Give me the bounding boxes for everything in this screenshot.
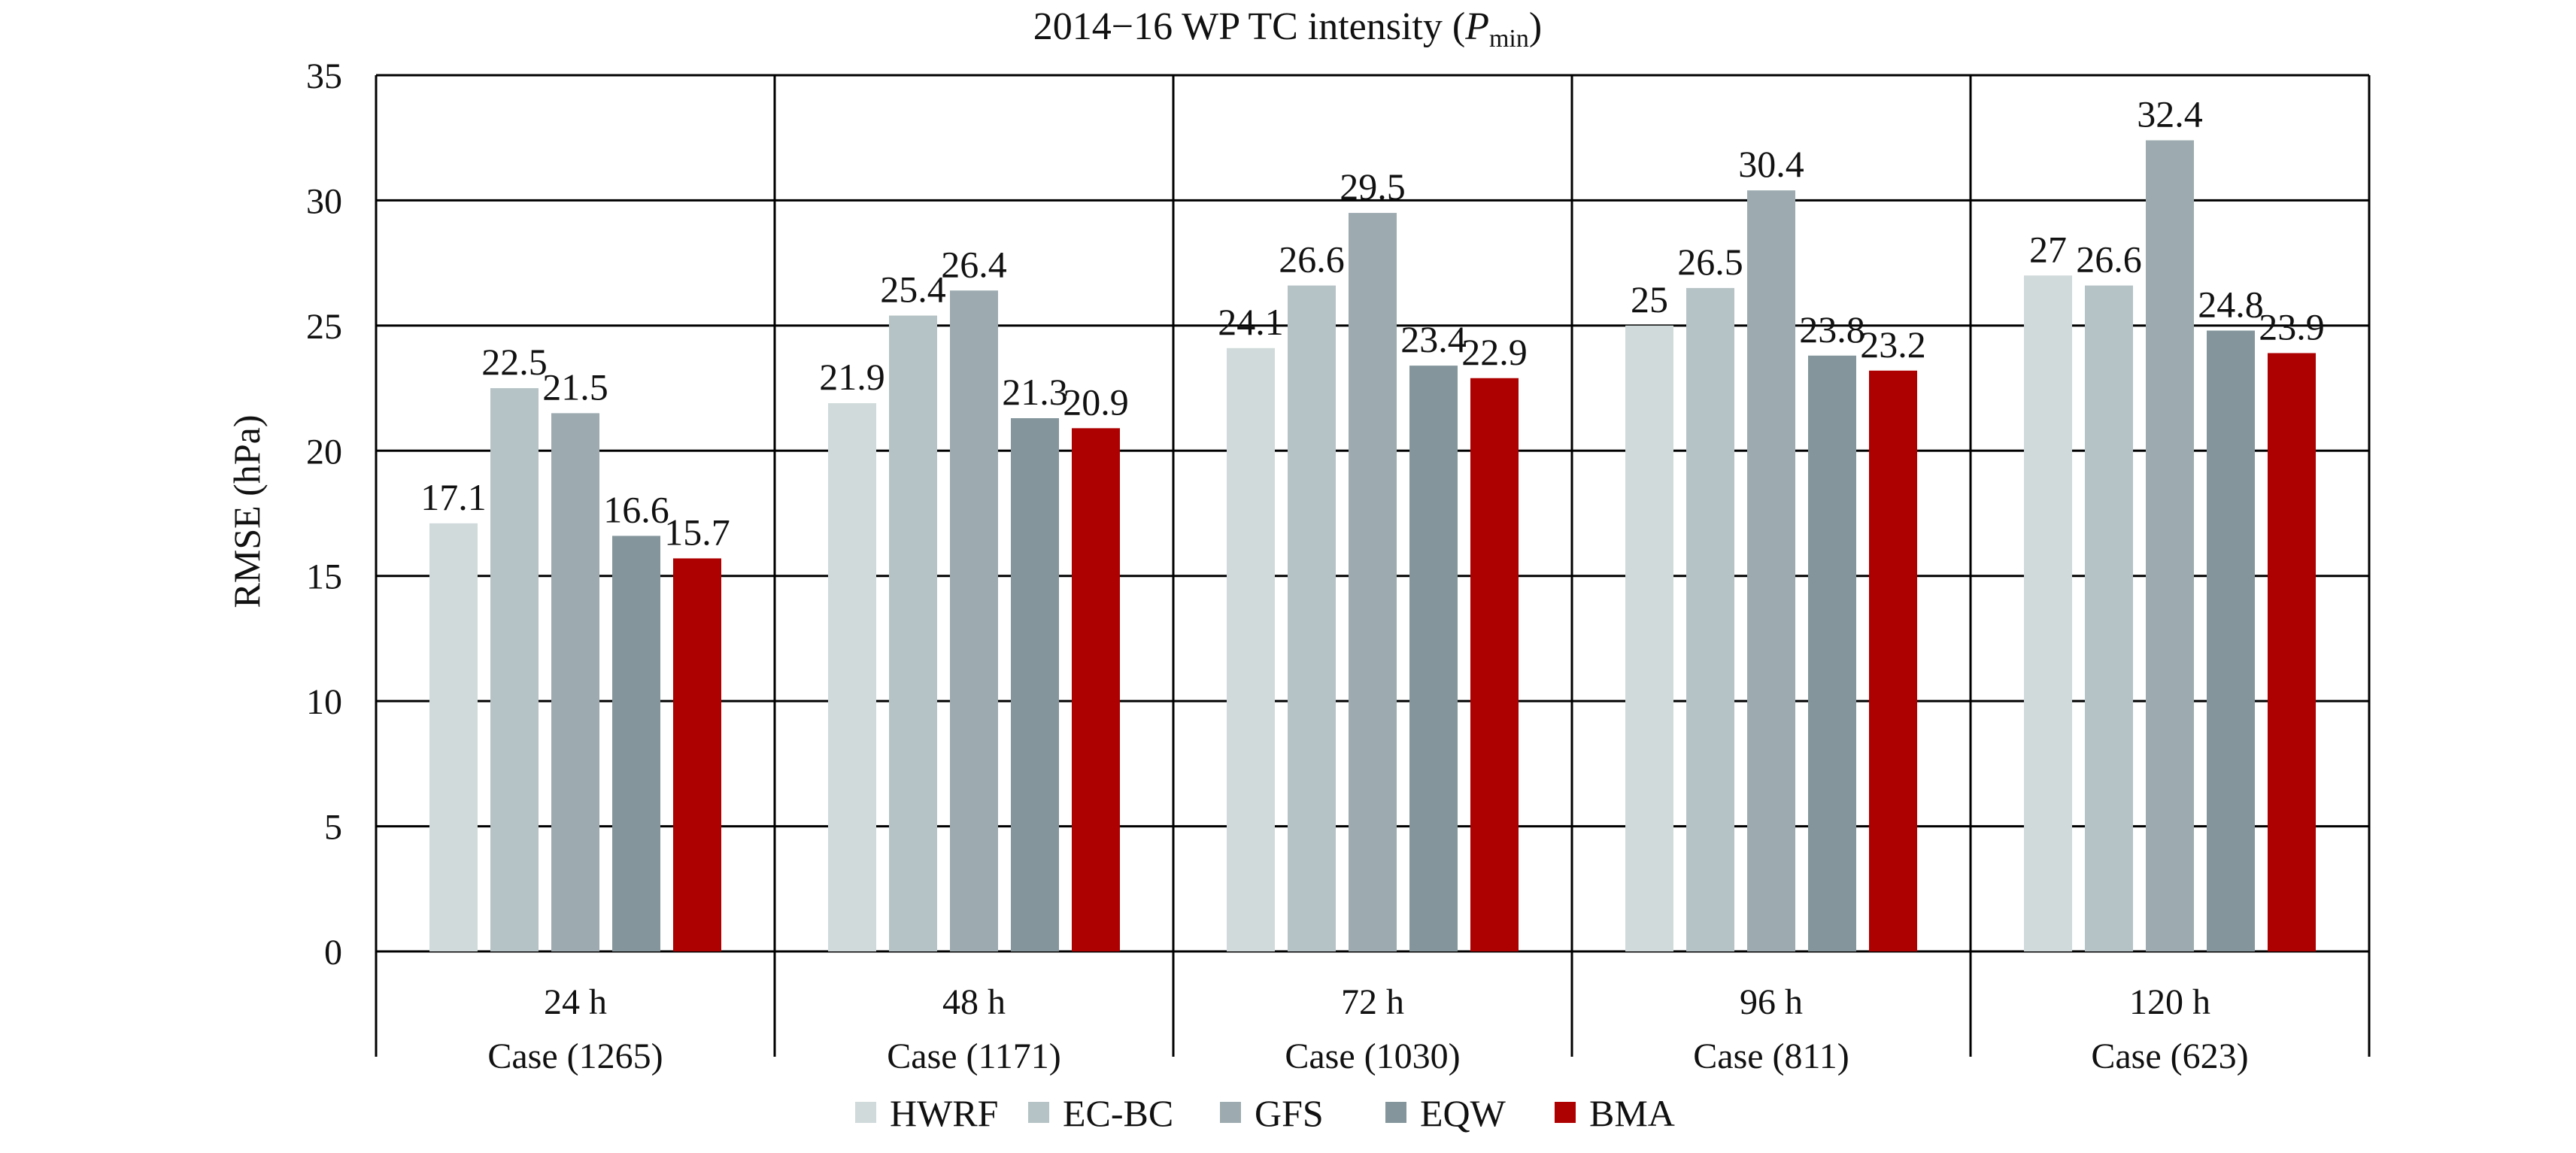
y-tick-label: 15	[306, 557, 342, 597]
value-label: 26.5	[1677, 241, 1743, 283]
value-label: 26.4	[941, 243, 1007, 285]
bar-ec-bc-48h	[889, 315, 937, 951]
x-category-cases: Case (811)	[1693, 1036, 1849, 1076]
bar-gfs-72h	[1349, 213, 1397, 952]
legend-label: GFS	[1255, 1092, 1324, 1134]
y-tick-label: 30	[306, 181, 342, 221]
bar-bma-48h	[1072, 428, 1120, 951]
legend-swatch	[1220, 1102, 1241, 1123]
axes	[375, 75, 2371, 1057]
bar-ec-bc-24h	[490, 388, 539, 951]
value-label: 16.6	[603, 488, 669, 530]
bar-gfs-48h	[950, 290, 998, 951]
bar-hwrf-24h	[429, 523, 478, 951]
bar-eqw-48h	[1011, 418, 1059, 951]
bar-eqw-72h	[1409, 366, 1458, 952]
bar-gfs-24h	[551, 413, 599, 951]
value-label: 25	[1631, 278, 1668, 320]
value-label: 26.6	[2076, 238, 2142, 281]
value-label: 21.5	[542, 366, 608, 408]
value-label: 30.4	[1738, 143, 1804, 185]
legend-item-hwrf: HWRF	[855, 1092, 998, 1134]
bar-bma-120h	[2268, 353, 2316, 951]
value-label: 22.5	[481, 341, 548, 383]
y-tick-label: 25	[306, 307, 342, 347]
y-tick-label: 20	[306, 432, 342, 472]
bar-bma-96h	[1869, 370, 1917, 951]
bar-eqw-120h	[2207, 330, 2255, 951]
chart-title-subscript: min	[1489, 25, 1529, 53]
bar-ec-bc-96h	[1686, 287, 1734, 951]
value-label: 32.4	[2137, 93, 2203, 135]
bar-gfs-96h	[1747, 190, 1795, 952]
x-category-lead: 120 h	[2129, 982, 2210, 1022]
legend-label: HWRF	[890, 1092, 998, 1134]
y-axis-label: RMSE (hPa)	[226, 415, 268, 608]
value-label: 24.1	[1218, 301, 1284, 343]
value-label: 23.9	[2259, 305, 2325, 347]
bar-bma-24h	[673, 558, 721, 951]
value-label: 24.8	[2198, 284, 2264, 326]
value-label: 22.9	[1461, 331, 1528, 373]
chart-title-suffix: )	[1529, 5, 1542, 48]
value-labels: 17.1 22.521.5 16.615.7 21.9 25.426.4 21.320.9…	[420, 93, 2325, 554]
value-label: 23.4	[1400, 318, 1467, 360]
legend-swatch	[1028, 1102, 1049, 1123]
bar-hwrf-96h	[1625, 325, 1673, 951]
value-label: 26.6	[1279, 238, 1345, 281]
bar-ec-bc-120h	[2085, 285, 2133, 952]
legend-item-bma: BMA	[1555, 1092, 1675, 1134]
legend-item-ec-bc: EC-BC	[1028, 1092, 1173, 1134]
bar-bma-72h	[1470, 378, 1519, 951]
legend: HWRF EC-BC GFS EQW BMA	[855, 1092, 1675, 1134]
y-tick-label: 0	[324, 933, 342, 972]
value-label: 20.9	[1063, 381, 1129, 423]
chart-title: 2014−16 WP TC intensity (Pmin)	[1033, 5, 1542, 53]
legend-label: EC-BC	[1063, 1092, 1173, 1134]
legend-swatch	[1385, 1102, 1406, 1123]
value-label: 23.2	[1860, 323, 1926, 366]
value-label: 21.9	[819, 356, 885, 398]
x-category-lead: 96 h	[1740, 982, 1803, 1022]
bar-eqw-24h	[612, 536, 660, 951]
bar-gfs-120h	[2146, 140, 2194, 952]
legend-label: BMA	[1589, 1092, 1675, 1134]
x-category-cases: Case (623)	[2091, 1036, 2248, 1076]
chart-title-prefix: 2014−16 WP TC intensity (	[1033, 5, 1465, 48]
y-tick-label: 35	[306, 56, 342, 96]
value-label: 25.4	[880, 269, 946, 311]
legend-label: EQW	[1420, 1092, 1506, 1134]
bar-hwrf-120h	[2024, 275, 2072, 951]
value-label: 23.8	[1799, 308, 1865, 350]
y-tick-labels: 0 5 10 15 20 25 30 35	[306, 56, 342, 972]
value-label: 29.5	[1340, 165, 1406, 208]
legend-swatch	[1555, 1102, 1576, 1123]
x-category-cases: Case (1265)	[487, 1036, 663, 1076]
x-category-lead: 48 h	[942, 982, 1006, 1022]
x-category-labels: 24 h Case (1265) 48 h Case (1171) 72 h Case (…	[487, 982, 2248, 1076]
bar-ec-bc-72h	[1288, 285, 1336, 952]
bar-hwrf-48h	[828, 403, 876, 951]
value-label: 15.7	[664, 511, 730, 553]
legend-swatch	[855, 1102, 876, 1123]
value-label: 27	[2029, 228, 2067, 270]
chart-title-variable: P	[1464, 5, 1489, 48]
x-category-cases: Case (1171)	[887, 1036, 1061, 1076]
value-label: 17.1	[420, 476, 487, 518]
x-category-lead: 72 h	[1341, 982, 1404, 1022]
value-label: 21.3	[1002, 371, 1068, 413]
legend-item-eqw: EQW	[1385, 1092, 1506, 1134]
legend-item-gfs: GFS	[1220, 1092, 1324, 1134]
y-tick-label: 10	[306, 682, 342, 722]
y-tick-label: 5	[324, 808, 342, 848]
bar-eqw-96h	[1808, 355, 1856, 951]
bars	[429, 140, 2316, 952]
bar-hwrf-72h	[1227, 347, 1275, 951]
x-category-cases: Case (1030)	[1285, 1036, 1460, 1076]
x-category-lead: 24 h	[544, 982, 607, 1022]
